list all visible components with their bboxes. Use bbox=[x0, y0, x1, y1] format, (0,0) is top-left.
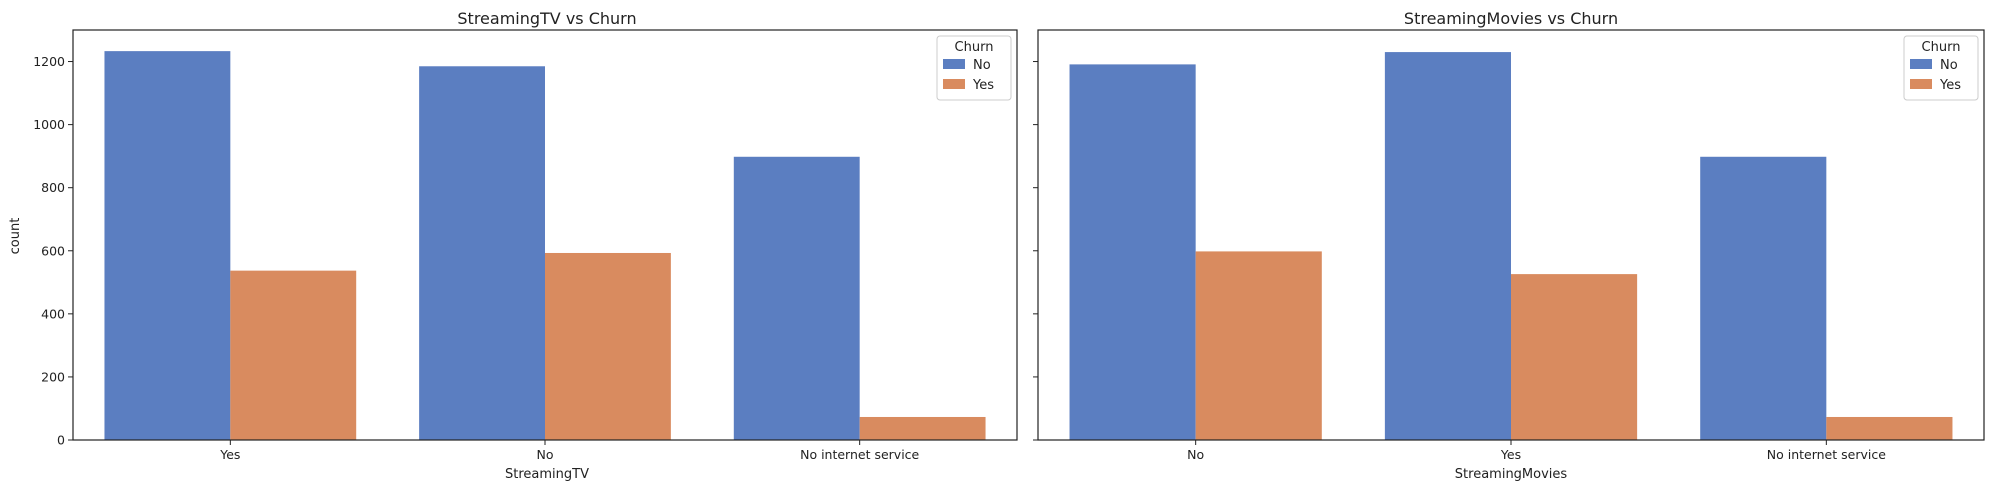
bar-yes bbox=[859, 416, 986, 440]
bar-yes bbox=[545, 252, 671, 440]
y-axis-label: count bbox=[8, 218, 23, 255]
y-tick-label: 1000 bbox=[33, 117, 65, 132]
plot-frame bbox=[1037, 29, 1985, 441]
bar-no bbox=[419, 66, 545, 441]
bars-group bbox=[104, 51, 986, 441]
bar-yes bbox=[1511, 274, 1638, 440]
chart-title: StreamingTV vs Churn bbox=[457, 9, 636, 28]
bar-yes bbox=[1195, 251, 1322, 440]
legend-title: Churn bbox=[1922, 40, 1961, 55]
legend-label: No bbox=[973, 58, 991, 73]
bar-no bbox=[733, 156, 860, 440]
x-tick-label: Yes bbox=[1500, 447, 1521, 462]
x-tick-label: No bbox=[537, 447, 554, 462]
y-ticks: 0 200 400 600 800 1000 1200 bbox=[33, 54, 73, 448]
chart-title: StreamingMovies vs Churn bbox=[1404, 9, 1618, 28]
bar-yes bbox=[1826, 416, 1953, 440]
legend-label: Yes bbox=[972, 78, 994, 93]
y-tick-label: 600 bbox=[41, 243, 65, 258]
legend-label: Yes bbox=[1939, 78, 1961, 93]
x-axis-label: StreamingTV bbox=[505, 467, 589, 482]
y-tick-label: 1200 bbox=[33, 54, 65, 69]
x-tick-label: Yes bbox=[219, 447, 240, 462]
bar-yes bbox=[230, 270, 357, 440]
legend-label: No bbox=[1940, 58, 1958, 73]
y-ticks bbox=[1033, 61, 1038, 441]
x-ticks: Yes No No internet service bbox=[219, 440, 920, 462]
y-tick-label: 0 bbox=[57, 433, 65, 448]
legend-title: Churn bbox=[955, 40, 994, 55]
x-ticks: No Yes No internet service bbox=[1187, 440, 1886, 462]
legend-swatch bbox=[943, 79, 965, 89]
chart-panel-streamingmovies: StreamingMovies vs Churn StreamingMovies… bbox=[1033, 9, 1985, 482]
bar-no bbox=[1384, 52, 1511, 440]
bar-no bbox=[1700, 156, 1827, 440]
legend: Churn No Yes bbox=[936, 35, 1012, 101]
x-tick-label: No internet service bbox=[1767, 447, 1886, 462]
bar-no bbox=[1069, 64, 1196, 440]
plot-frame bbox=[72, 29, 1018, 441]
legend-swatch bbox=[1910, 59, 1932, 69]
legend-swatch bbox=[1910, 79, 1932, 89]
x-tick-label: No internet service bbox=[800, 447, 919, 462]
x-tick-label: No bbox=[1187, 447, 1204, 462]
bars-group bbox=[1069, 52, 1953, 440]
legend-swatch bbox=[943, 59, 965, 69]
bar-no bbox=[104, 51, 231, 440]
x-axis-label: StreamingMovies bbox=[1455, 467, 1568, 482]
y-tick-label: 400 bbox=[41, 306, 65, 321]
y-tick-label: 800 bbox=[41, 180, 65, 195]
chart-panel-streamingtv: StreamingTV vs Churn count StreamingTV 0… bbox=[8, 9, 1018, 482]
y-tick-label: 200 bbox=[41, 369, 65, 384]
legend: Churn No Yes bbox=[1903, 35, 1979, 101]
